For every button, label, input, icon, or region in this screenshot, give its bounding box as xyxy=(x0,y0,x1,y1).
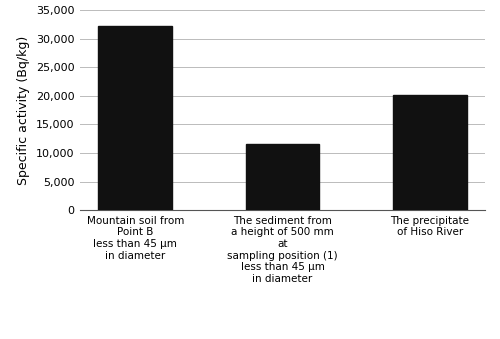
Y-axis label: Specific activity (Bq/kg): Specific activity (Bq/kg) xyxy=(18,36,30,185)
Bar xyxy=(98,26,172,210)
Bar xyxy=(393,95,466,210)
Bar xyxy=(246,144,320,210)
